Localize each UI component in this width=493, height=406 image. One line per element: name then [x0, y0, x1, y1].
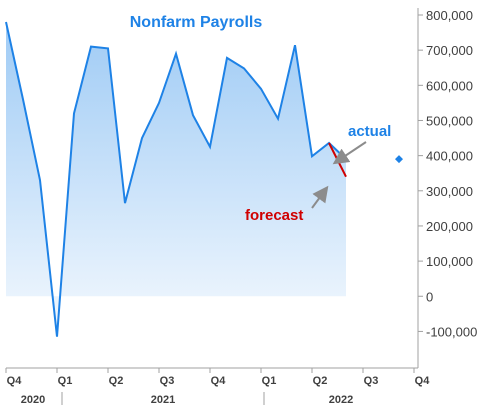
x-tick-label: Q4 — [7, 375, 23, 387]
x-year-label: 2020 — [21, 394, 45, 406]
x-tick-label: Q3 — [364, 375, 379, 387]
y-axis-ticks: -100,000 0 100,000 200,000 300,000 400,000 500… — [418, 8, 477, 339]
latest-value-marker — [395, 155, 403, 164]
annotation-forecast-arrow — [311, 185, 329, 209]
chart-title: Nonfarm Payrolls — [130, 14, 263, 31]
annotation-actual: actual — [348, 123, 391, 140]
x-tick-label: Q2 — [313, 375, 328, 387]
x-axis-ticks: Q4 Q1 Q2 Q3 Q4 Q1 Q2 Q3 Q4 2020 2021 2022 — [5, 368, 431, 406]
y-tick-label: 400,000 — [426, 149, 473, 164]
y-tick-label: -100,000 — [426, 324, 477, 339]
y-tick-label: 300,000 — [426, 184, 473, 199]
annotation-actual-arrow — [332, 141, 367, 165]
x-tick-label: Q4 — [415, 375, 431, 387]
y-tick-label: 200,000 — [426, 219, 473, 234]
x-tick-label: Q2 — [109, 375, 124, 387]
actual-area — [6, 22, 346, 337]
y-tick-label: 800,000 — [426, 8, 473, 23]
actual-line — [5, 21, 347, 337]
y-tick-label: 600,000 — [426, 78, 473, 93]
y-tick-label: 0 — [426, 289, 433, 304]
x-tick-label: Q1 — [58, 375, 73, 387]
y-tick-label: 500,000 — [426, 113, 473, 128]
x-year-label: 2021 — [151, 394, 175, 406]
x-tick-label: Q1 — [262, 375, 277, 387]
annotation-forecast: forecast — [245, 207, 303, 224]
x-tick-label: Q4 — [211, 375, 227, 387]
x-tick-label: Q3 — [160, 375, 175, 387]
y-tick-label: 700,000 — [426, 43, 473, 58]
x-year-label: 2022 — [329, 394, 353, 406]
y-tick-label: 100,000 — [426, 254, 473, 269]
